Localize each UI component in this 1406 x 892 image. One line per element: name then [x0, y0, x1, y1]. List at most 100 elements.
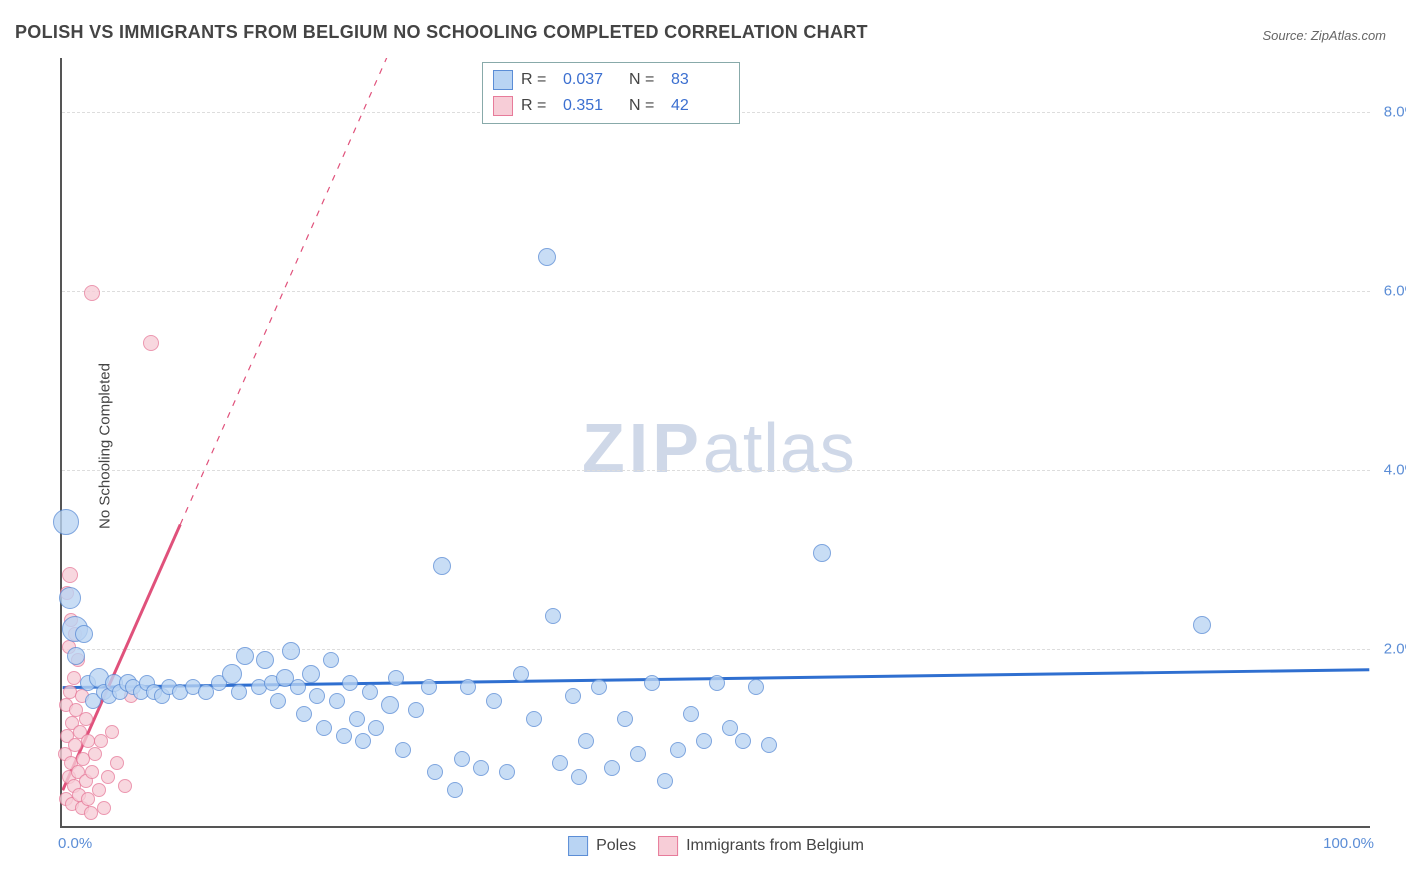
data-point	[84, 285, 100, 301]
data-point	[813, 544, 831, 562]
legend-row: R =0.037N =83	[493, 67, 729, 93]
data-point	[84, 806, 98, 820]
data-point	[323, 652, 339, 668]
data-point	[381, 696, 399, 714]
data-point	[75, 625, 93, 643]
legend-label: Immigrants from Belgium	[686, 837, 864, 855]
data-point	[256, 651, 274, 669]
y-tick-label: 4.0%	[1384, 461, 1406, 478]
legend-item: Immigrants from Belgium	[658, 836, 864, 856]
data-point	[68, 738, 82, 752]
data-point	[761, 737, 777, 753]
data-point	[101, 770, 115, 784]
legend-r-value: 0.351	[563, 97, 621, 115]
series-legend: Poles Immigrants from Belgium	[568, 836, 864, 856]
data-point	[578, 733, 594, 749]
data-point	[329, 693, 345, 709]
data-point	[309, 688, 325, 704]
gridline	[62, 291, 1370, 292]
data-point	[342, 675, 358, 691]
watermark-atlas: atlas	[703, 409, 856, 487]
watermark-zip: ZIP	[582, 409, 703, 487]
data-point	[143, 335, 159, 351]
data-point	[270, 693, 286, 709]
data-point	[427, 764, 443, 780]
data-point	[282, 642, 300, 660]
data-point	[526, 711, 542, 727]
data-point	[696, 733, 712, 749]
data-point	[110, 756, 124, 770]
data-point	[231, 684, 247, 700]
data-point	[67, 671, 81, 685]
legend-row: R = 0.351 N = 42	[493, 93, 729, 119]
data-point	[336, 728, 352, 744]
data-point	[302, 665, 320, 683]
data-point	[368, 720, 384, 736]
data-point	[447, 782, 463, 798]
legend-n-value: 83	[671, 71, 729, 89]
data-point	[722, 720, 738, 736]
data-point	[362, 684, 378, 700]
legend-item: Poles	[568, 836, 636, 856]
y-tick-label: 6.0%	[1384, 282, 1406, 299]
data-point	[454, 751, 470, 767]
data-point	[62, 567, 78, 583]
gridline	[62, 649, 1370, 650]
x-tick-label: 0.0%	[58, 835, 92, 852]
legend-r-label: R =	[521, 97, 555, 115]
data-point	[565, 688, 581, 704]
data-point	[735, 733, 751, 749]
data-point	[1193, 616, 1211, 634]
data-point	[81, 734, 95, 748]
legend-n-label: N =	[629, 97, 663, 115]
data-point	[222, 664, 242, 684]
data-point	[408, 702, 424, 718]
trend-lines	[62, 58, 1370, 826]
data-point	[92, 783, 106, 797]
legend-n-value: 42	[671, 97, 729, 115]
data-point	[433, 557, 451, 575]
legend-swatch	[493, 96, 513, 116]
plot-area: ZIPatlas 2.0%4.0%6.0%8.0% 0.0%100.0% R =…	[60, 58, 1370, 828]
data-point	[236, 647, 254, 665]
data-point	[473, 760, 489, 776]
data-point	[97, 801, 111, 815]
legend-swatch	[493, 70, 513, 90]
data-point	[552, 755, 568, 771]
y-tick-label: 8.0%	[1384, 103, 1406, 120]
data-point	[538, 248, 556, 266]
data-point	[388, 670, 404, 686]
data-point	[683, 706, 699, 722]
legend-r-value: 0.037	[563, 71, 621, 89]
data-point	[709, 675, 725, 691]
x-tick-label: 100.0%	[1323, 835, 1374, 852]
data-point	[460, 679, 476, 695]
data-point	[395, 742, 411, 758]
data-point	[88, 747, 102, 761]
data-point	[67, 647, 85, 665]
watermark: ZIPatlas	[582, 408, 856, 488]
data-point	[79, 712, 93, 726]
data-point	[486, 693, 502, 709]
data-point	[545, 608, 561, 624]
y-tick-label: 2.0%	[1384, 640, 1406, 657]
data-point	[644, 675, 660, 691]
data-point	[316, 720, 332, 736]
data-point	[670, 742, 686, 758]
data-point	[630, 746, 646, 762]
legend-r-label: R =	[521, 71, 555, 89]
data-point	[118, 779, 132, 793]
data-point	[617, 711, 633, 727]
data-point	[105, 725, 119, 739]
data-point	[571, 769, 587, 785]
data-point	[85, 765, 99, 779]
gridline	[62, 470, 1370, 471]
data-point	[591, 679, 607, 695]
legend-swatch	[568, 836, 588, 856]
data-point	[296, 706, 312, 722]
legend-label: Poles	[596, 837, 636, 855]
data-point	[421, 679, 437, 695]
data-point	[59, 587, 81, 609]
data-point	[604, 760, 620, 776]
data-point	[290, 679, 306, 695]
